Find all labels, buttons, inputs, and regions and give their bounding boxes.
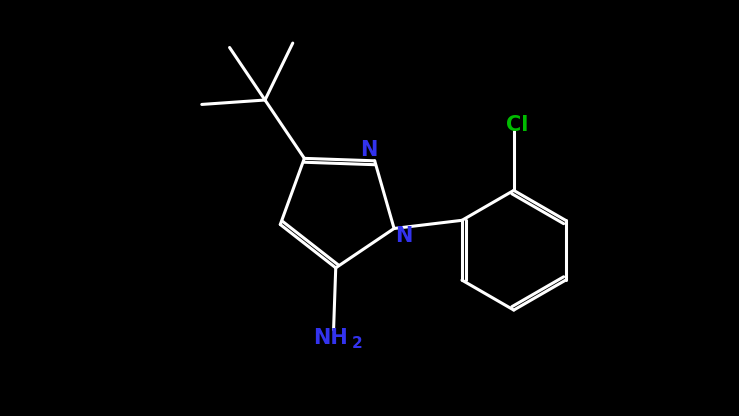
Text: Cl: Cl <box>506 115 528 135</box>
Text: N: N <box>395 225 412 245</box>
Text: NH: NH <box>313 328 347 348</box>
Text: N: N <box>361 139 378 160</box>
Text: 2: 2 <box>352 336 362 351</box>
